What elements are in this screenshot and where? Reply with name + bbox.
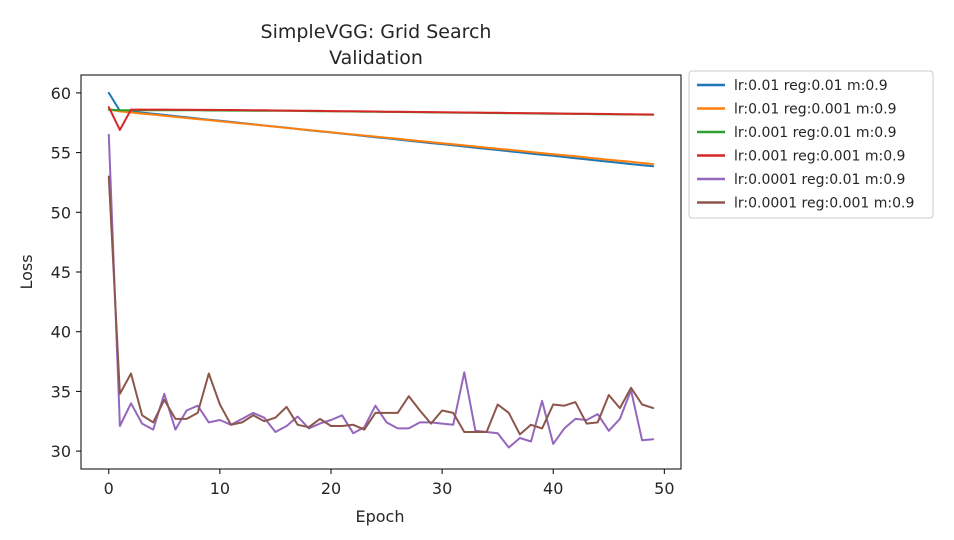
legend: lr:0.01 reg:0.01 m:0.9 lr:0.01 reg:0.001 … [688,70,934,219]
legend-frame [688,70,934,219]
series-line-6 [107,175,655,436]
y-tick-label: 60 [51,84,71,103]
y-tick-label: 50 [51,203,71,222]
legend-entry-label: lr:0.0001 reg:0.001 m:0.9 [734,196,914,212]
x-tick-label: 20 [321,479,341,498]
x-tick-label: 30 [432,479,452,498]
legend-entry-label: lr:0.001 reg:0.001 m:0.9 [734,149,905,165]
y-axis-label: Loss [17,254,36,289]
x-tick-label: 40 [543,479,563,498]
x-tick-label: 10 [210,479,230,498]
y-tick-label: 55 [51,144,71,163]
series-line-2 [107,108,655,166]
x-tick-label: 0 [104,479,114,498]
chart-subtitle: Validation [329,47,423,69]
y-tick-label: 40 [51,323,71,342]
x-axis-label: Epoch [356,507,405,526]
series-layer [107,91,655,449]
plot-frame [80,74,682,470]
legend-entry-label: lr:0.01 reg:0.01 m:0.9 [734,78,888,94]
legend-entry-label: lr:0.01 reg:0.001 m:0.9 [734,102,897,118]
legend-entry-label: lr:0.0001 reg:0.01 m:0.9 [734,172,905,188]
axis-layer: 0 10 20 30 40 50 30 35 40 45 50 55 60 [51,84,675,498]
y-tick-label: 45 [51,263,71,282]
legend-entry-label: lr:0.001 reg:0.01 m:0.9 [734,125,897,141]
y-tick-label: 30 [51,442,71,461]
x-tick-label: 50 [654,479,674,498]
y-tick-label: 35 [51,382,71,401]
chart-title: SimpleVGG: Grid Search [261,21,492,43]
series-line-4 [107,106,655,131]
